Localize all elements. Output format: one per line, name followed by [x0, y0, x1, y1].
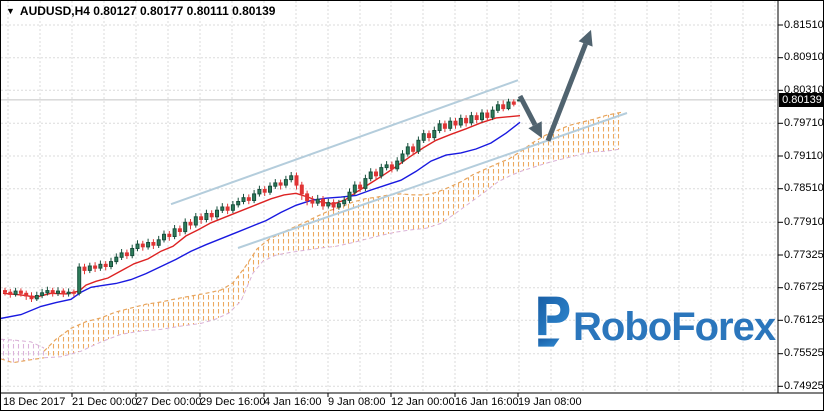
forecast-arrow [517, 29, 593, 142]
time-axis-label: 9 Jan 08:00 [328, 396, 386, 408]
price-axis-label: 0.77910 [784, 215, 824, 228]
symbol-title-bar[interactable]: ▼ AUDUSD,H4 0.80127 0.80177 0.80111 0.80… [6, 4, 275, 18]
senkou-span-b-line [43, 111, 622, 352]
price-axis-label: 0.78510 [784, 182, 824, 195]
chevron-down-icon[interactable]: ▼ [6, 6, 15, 16]
candlesticks [3, 97, 522, 302]
ichimoku-cloud [1, 111, 622, 364]
kijun-sen-line [1, 121, 521, 320]
channel-trendline [170, 79, 519, 206]
time-axis-label: 27 Dec 00:00 [136, 396, 202, 408]
channel-trendline [237, 112, 628, 249]
time-axis-label: 29 Dec 16:00 [200, 396, 266, 408]
time-axis-label: 4 Jan 16:00 [264, 396, 322, 408]
roboforex-logo-mark [538, 296, 570, 347]
time-axis-label: 16 Jan 16:00 [455, 396, 519, 408]
time-axis-label: 18 Dec 2017 [3, 396, 66, 408]
price-axis-label: 0.75525 [784, 347, 824, 360]
current-price-tag: 0.80139 [779, 92, 823, 107]
price-axis-label: 0.77325 [784, 248, 824, 261]
price-axis-label: 0.79110 [784, 149, 823, 162]
price-axis-label: 0.80910 [784, 51, 824, 64]
price-axis-label: 0.79710 [784, 116, 824, 129]
axes [1, 1, 823, 397]
price-axis-label: 0.81510 [784, 18, 824, 31]
price-axis-label: 0.76725 [784, 281, 824, 294]
symbol-ohlc-text: AUDUSD,H4 0.80127 0.80177 0.80111 0.8013… [19, 4, 276, 18]
price-axis-label: 0.74925 [784, 379, 824, 392]
time-axis-label: 19 Jan 08:00 [518, 396, 582, 408]
time-axis-label: 21 Dec 00:00 [72, 396, 138, 408]
senkou-span-a-line [43, 148, 622, 359]
price-axis-label: 0.80310 [784, 83, 824, 96]
logo-text: RoboForex [573, 305, 776, 349]
roboforex-logo: RoboForex [538, 296, 777, 349]
time-axis-label: 12 Jan 00:00 [391, 396, 455, 408]
price-axis-label: 0.76125 [784, 313, 824, 326]
